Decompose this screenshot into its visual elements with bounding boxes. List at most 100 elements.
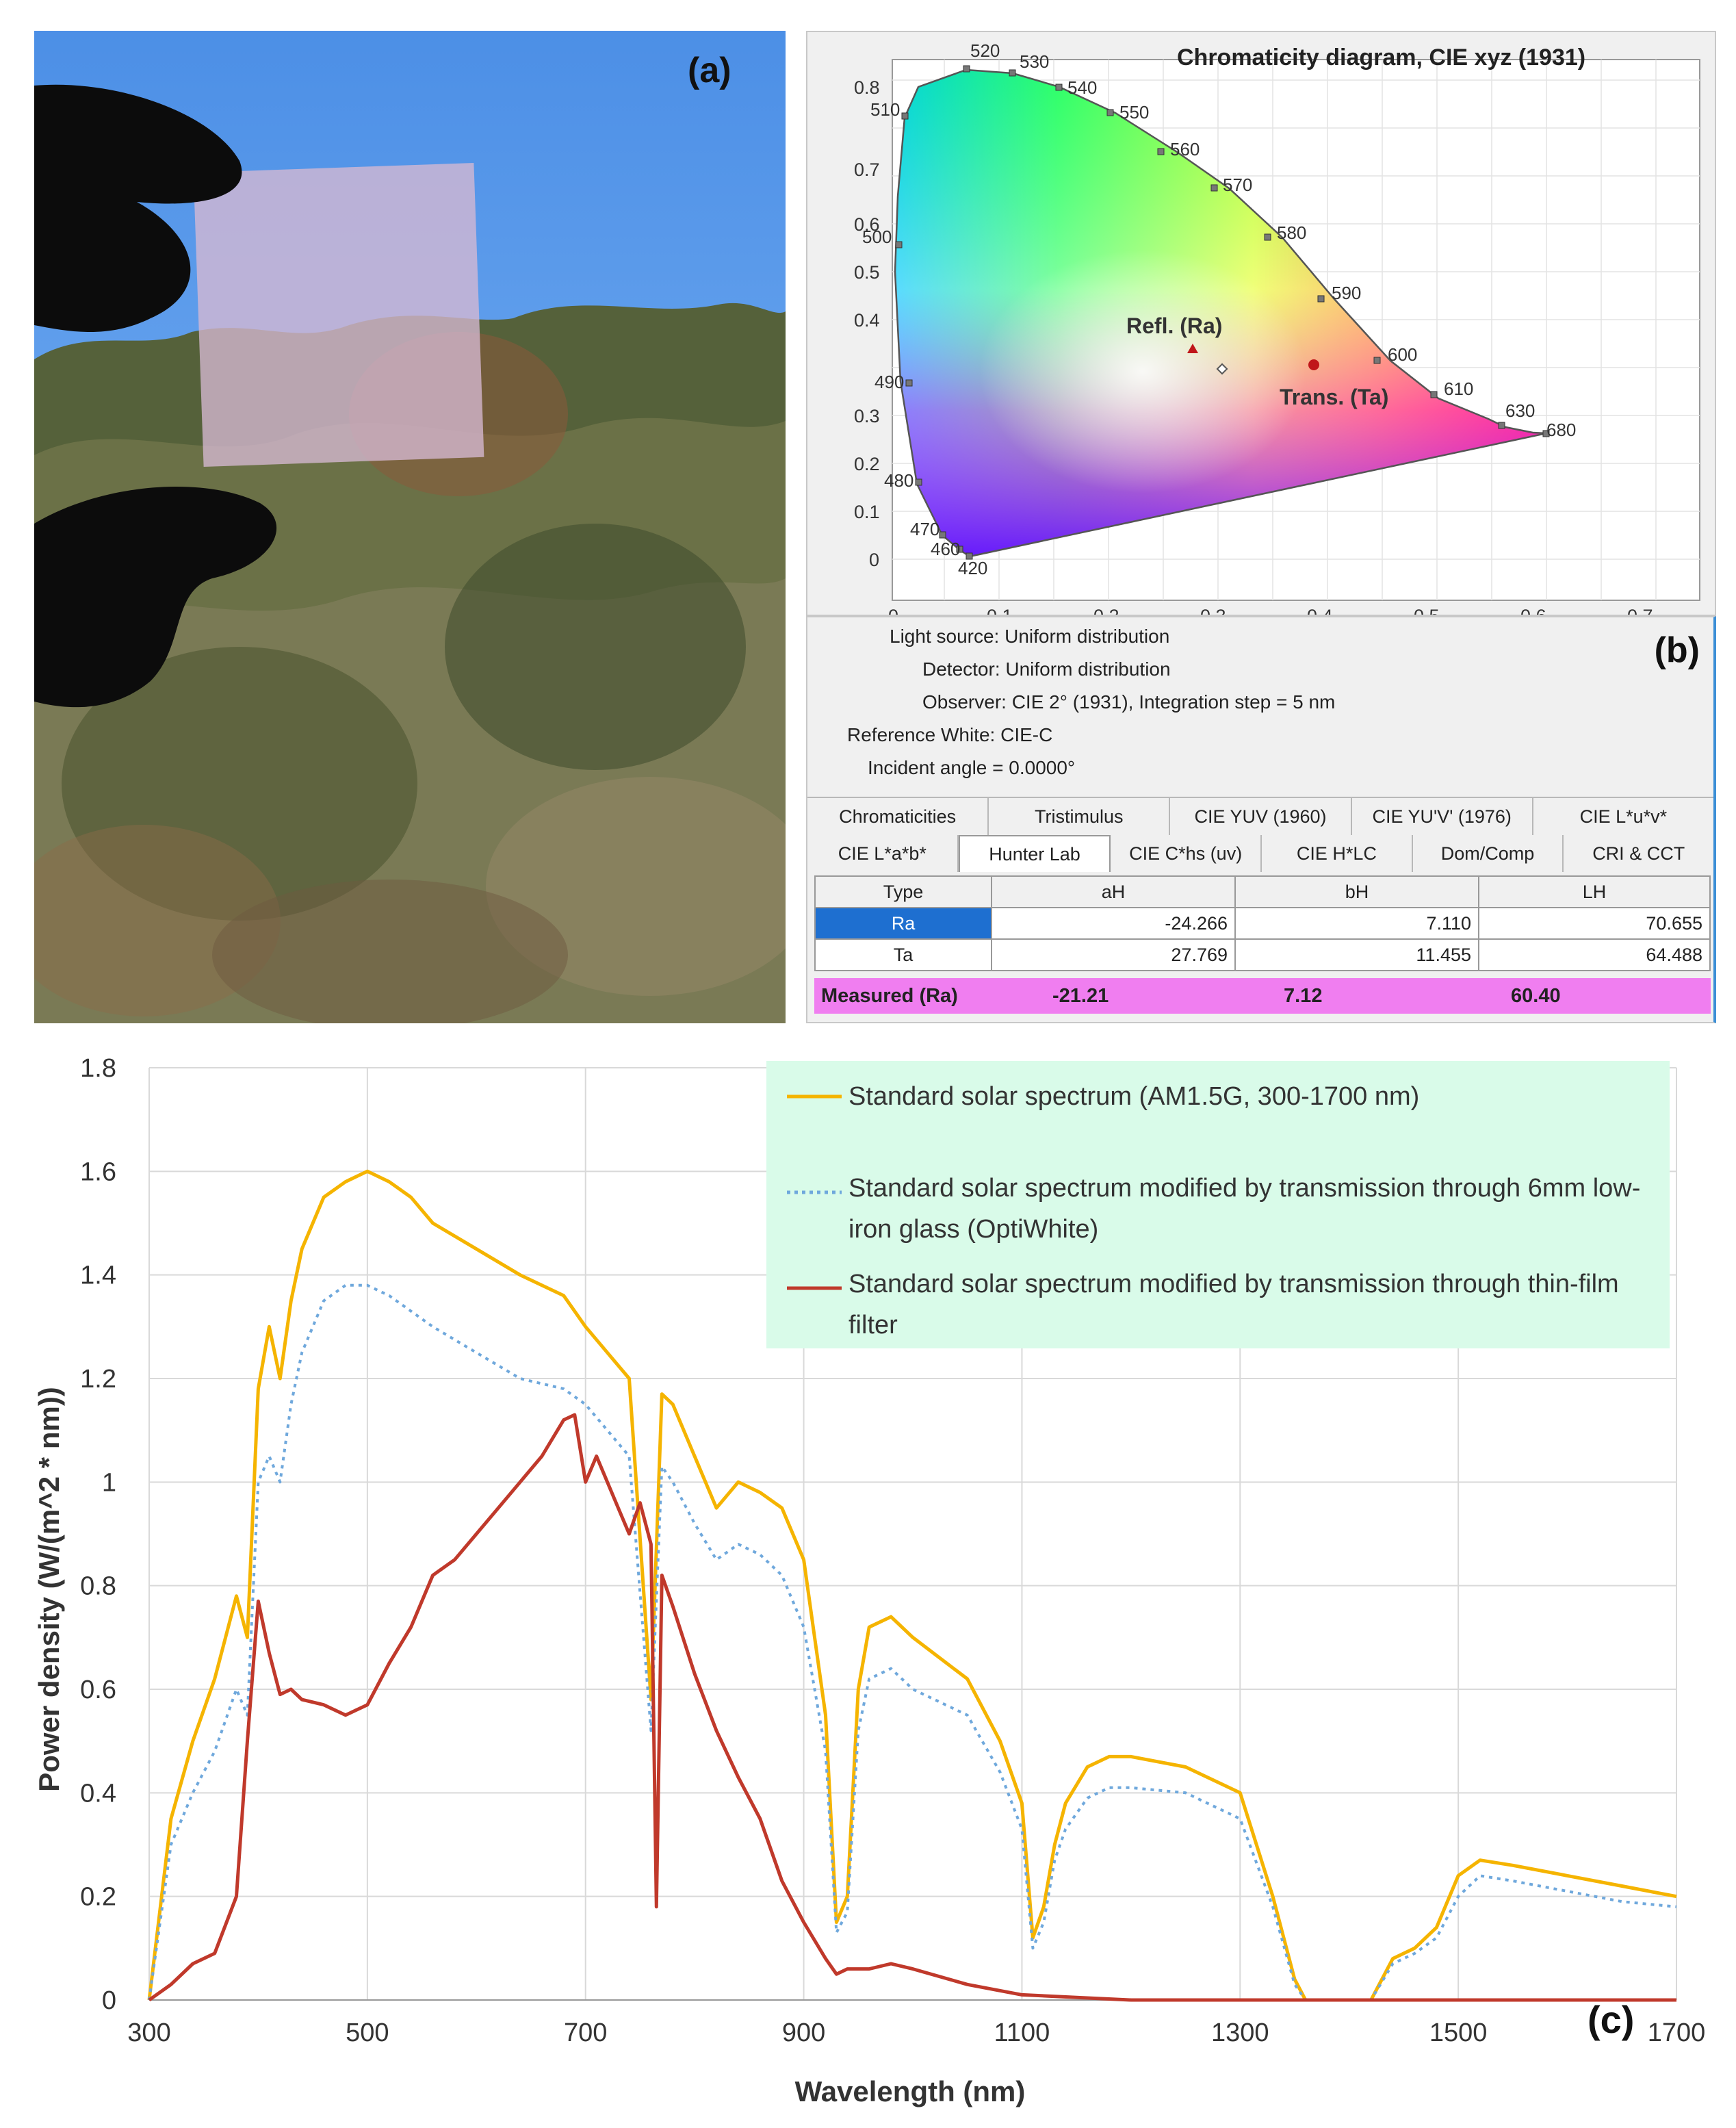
tab-cie-yuv-1976[interactable]: CIE YU'V' (1976) bbox=[1352, 798, 1533, 835]
panel-c-label: (c) bbox=[1588, 1998, 1634, 2041]
light-source-text: Light source: Uniform distribution bbox=[890, 626, 1170, 647]
y-tick-0.6: 0.6 bbox=[854, 214, 880, 235]
x-tick-0.6: 0.6 bbox=[1520, 606, 1546, 615]
cie-diagram: 520 530 540 550 560 570 580 590 600 610 … bbox=[854, 40, 1700, 626]
spectral-locus bbox=[894, 68, 1547, 558]
y-tick-label: 1.8 bbox=[80, 1054, 116, 1083]
table-header-row: Type aH bH LH bbox=[814, 875, 1711, 908]
cell-ah: -24.266 bbox=[991, 907, 1236, 940]
y-tick-label: 1.2 bbox=[80, 1365, 116, 1394]
wl-460: 460 bbox=[931, 539, 960, 559]
panel-b-info: (b) Light source: Uniform distribution D… bbox=[806, 616, 1716, 1023]
x-tick-label: 1100 bbox=[994, 2018, 1050, 2047]
tab-dom-comp[interactable]: Dom/Comp bbox=[1413, 835, 1564, 872]
y-tick-label: 1 bbox=[102, 1468, 116, 1497]
x-tick-0.2: 0.2 bbox=[1093, 606, 1119, 615]
y-tick-label: 0 bbox=[102, 1986, 116, 2015]
legend-am15g: Standard solar spectrum (AM1.5G, 300-170… bbox=[848, 1082, 1419, 1111]
y-tick-label: 1.6 bbox=[80, 1157, 116, 1186]
legend-optiwhite: Standard solar spectrum modified by tran… bbox=[848, 1174, 1641, 1244]
y-axis-label: Power density (W/(m^2 * nm)) bbox=[33, 1387, 65, 1792]
cell-type[interactable]: Ta bbox=[814, 938, 992, 971]
tab-cri-cct[interactable]: CRI & CCT bbox=[1592, 843, 1685, 864]
x-axis-label: Wavelength (nm) bbox=[795, 2075, 1026, 2107]
col-ah: aH bbox=[991, 875, 1236, 908]
wl-550: 550 bbox=[1119, 102, 1149, 123]
tab-hunter-lab[interactable]: Hunter Lab bbox=[958, 835, 1111, 872]
tab-cie-luv[interactable]: CIE L*u*v* bbox=[1579, 806, 1668, 827]
wl-530: 530 bbox=[1020, 51, 1049, 72]
y-tick-label: 0.4 bbox=[80, 1779, 116, 1808]
y-tick-0: 0 bbox=[869, 550, 879, 570]
x-tick-0.3: 0.3 bbox=[1200, 606, 1226, 615]
tab-cie-hlc[interactable]: CIE H*LC bbox=[1262, 835, 1413, 872]
x-tick-0: 0 bbox=[888, 606, 898, 615]
table-row[interactable]: Ra -24.266 7.110 70.655 bbox=[814, 907, 1711, 940]
wl-420: 420 bbox=[958, 558, 987, 578]
observer-text: Observer: CIE 2° (1931), Integration ste… bbox=[922, 691, 1336, 713]
panel-b-label: (b) bbox=[1654, 630, 1700, 670]
x-tick-label: 1500 bbox=[1429, 2018, 1488, 2047]
incident-angle-text: Incident angle = 0.0000° bbox=[868, 757, 1076, 778]
wl-470: 470 bbox=[910, 519, 940, 539]
wl-480: 480 bbox=[884, 470, 914, 491]
white-point-marker bbox=[1216, 363, 1228, 375]
legend-filter: Standard solar spectrum modified by tran… bbox=[848, 1270, 1619, 1339]
tab-cie-yuv-1960[interactable]: CIE YUV (1960) bbox=[1170, 798, 1352, 835]
y-tick-0.2: 0.2 bbox=[854, 454, 880, 474]
spectrum-chart: 300 500 700 900 1100 1300 1500 1700 0 0.2 0.4 0.6 0.… bbox=[33, 1054, 1705, 2107]
panel-b-chromaticity: 520 530 540 550 560 570 580 590 600 610 … bbox=[806, 31, 1716, 626]
tab-row-2: CIE L*a*b* Hunter Lab CIE C*hs (uv) CIE … bbox=[807, 835, 1713, 872]
wl-680: 680 bbox=[1546, 420, 1576, 440]
refl-label: Refl. (Ra) bbox=[1126, 313, 1222, 338]
y-tick-0.5: 0.5 bbox=[854, 262, 880, 283]
measured-lh: 60.40 bbox=[1511, 984, 1561, 1007]
x-tick-0.5: 0.5 bbox=[1414, 606, 1440, 615]
detector-text: Detector: Uniform distribution bbox=[922, 658, 1171, 680]
wl-610: 610 bbox=[1444, 379, 1473, 399]
tab-cie-lab[interactable]: CIE L*a*b* bbox=[807, 835, 959, 872]
measured-bh: 7.12 bbox=[1284, 984, 1323, 1007]
tab-tristimulus[interactable]: Tristimulus bbox=[989, 798, 1171, 835]
cell-ah: 27.769 bbox=[991, 938, 1236, 971]
refl-marker bbox=[1187, 344, 1198, 353]
wl-490: 490 bbox=[875, 372, 904, 392]
tab-row-1: Chromaticities Tristimulus CIE YUV (1960… bbox=[807, 797, 1713, 835]
series-line-1 bbox=[148, 1283, 1677, 2001]
wl-590: 590 bbox=[1332, 283, 1361, 303]
cell-bh: 11.455 bbox=[1234, 938, 1479, 971]
wl-580: 580 bbox=[1277, 222, 1306, 243]
cell-type[interactable]: Ra bbox=[814, 907, 992, 940]
photo-scene bbox=[34, 31, 786, 1023]
wl-600: 600 bbox=[1388, 344, 1417, 365]
y-tick-label: 0.8 bbox=[80, 1572, 116, 1601]
cell-bh: 7.110 bbox=[1234, 907, 1479, 940]
y-tick-0.7: 0.7 bbox=[854, 159, 880, 180]
x-tick-label: 300 bbox=[127, 2018, 170, 2047]
y-tick-label: 0.2 bbox=[80, 1883, 116, 1912]
y-tick-0.4: 0.4 bbox=[854, 310, 880, 331]
series-line-2 bbox=[148, 1413, 1676, 2002]
chromaticity-title: Chromaticity diagram, CIE xyz (1931) bbox=[1177, 44, 1585, 70]
trans-label: Trans. (Ta) bbox=[1280, 385, 1388, 409]
measured-ah: -21.21 bbox=[1052, 984, 1109, 1007]
wl-510: 510 bbox=[870, 99, 900, 120]
cell-lh: 70.655 bbox=[1478, 907, 1711, 940]
col-type: Type bbox=[814, 875, 992, 908]
panel-a-label: (a) bbox=[688, 51, 731, 90]
tab-chromaticities[interactable]: Chromaticities bbox=[807, 798, 989, 835]
table-row[interactable]: Ta 27.769 11.455 64.488 bbox=[814, 938, 1711, 971]
wl-540: 540 bbox=[1067, 77, 1097, 98]
y-tick-label: 1.4 bbox=[80, 1261, 116, 1290]
hunter-lab-table: Type aH bH LH Ra -24.266 7.110 70.655 Ta… bbox=[814, 875, 1711, 971]
x-tick-0.4: 0.4 bbox=[1307, 606, 1333, 615]
cell-lh: 64.488 bbox=[1478, 938, 1711, 971]
chart-ticks: 300 500 700 900 1100 1300 1500 1700 0 0.2 0.4 0.6 0.… bbox=[80, 1054, 1705, 2047]
x-tick-0.1: 0.1 bbox=[987, 606, 1013, 615]
measured-row: Measured (Ra) -21.21 7.12 60.40 bbox=[814, 978, 1711, 1014]
wl-560: 560 bbox=[1170, 139, 1200, 159]
tab-cie-chs[interactable]: CIE C*hs (uv) bbox=[1111, 835, 1262, 872]
panel-a-photo: (a) bbox=[34, 31, 786, 1023]
y-tick-0.1: 0.1 bbox=[854, 502, 880, 522]
panel-c-spectrum: 300 500 700 900 1100 1300 1500 1700 0 0.2 0.4 0.6 0.… bbox=[0, 1034, 1736, 2125]
